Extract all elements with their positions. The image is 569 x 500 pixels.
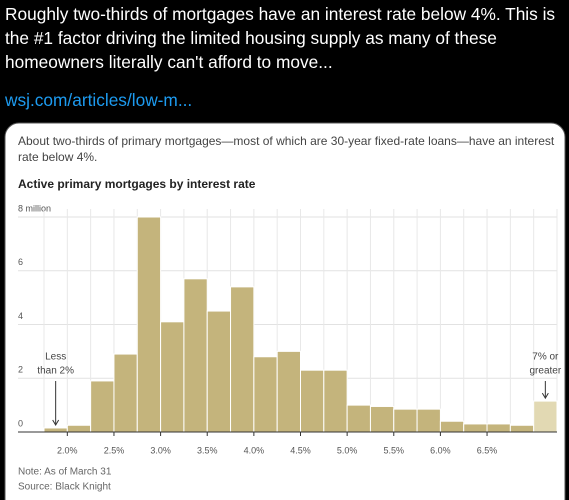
- annotation: 7% or: [532, 352, 559, 363]
- bar: [113, 353, 138, 433]
- bar: [66, 424, 92, 433]
- annotation: greater: [529, 366, 561, 377]
- y-tick-label: 0: [18, 418, 23, 428]
- bar: [323, 369, 348, 433]
- bar: [300, 369, 325, 433]
- source: Source: Black Knight: [18, 482, 111, 493]
- annotation-arrowhead: [541, 392, 549, 400]
- y-tick-label: 4: [18, 311, 23, 321]
- bar: [160, 321, 185, 433]
- bar: [393, 408, 418, 433]
- bar: [183, 278, 208, 433]
- link[interactable]: wsj.com/articles/low-m...: [5, 90, 193, 110]
- bar: [230, 286, 255, 433]
- tweet-text: Roughly two-thirds of mortgages have an …: [5, 4, 556, 72]
- y-tick-label: 8 million: [18, 203, 51, 213]
- x-tick-label: 2.5%: [104, 445, 125, 455]
- chart-subtitle: About two-thirds of primary mortgages—mo…: [18, 134, 555, 164]
- x-tick-label: 5.5%: [384, 445, 405, 455]
- bar: [439, 420, 465, 433]
- x-tick-label: 4.5%: [290, 445, 311, 455]
- bar: [463, 423, 488, 433]
- x-tick-label: 2.0%: [57, 445, 78, 455]
- bar: [43, 427, 68, 433]
- bar: [486, 423, 511, 433]
- bar: [276, 350, 302, 433]
- subtitle-box: About two-thirds of primary mortgages—mo…: [18, 134, 555, 164]
- bar: [136, 216, 162, 433]
- bar: [509, 424, 535, 433]
- bar: [90, 380, 115, 433]
- x-tick-label: 6.0%: [430, 445, 451, 455]
- bar: [206, 310, 232, 433]
- annotation-arrowhead: [52, 419, 60, 426]
- annotation: Less: [45, 352, 66, 363]
- y-tick-label: 6: [18, 257, 23, 267]
- x-tick-label: 3.0%: [150, 445, 171, 455]
- x-tick-label: 4.0%: [244, 445, 265, 455]
- bar: [369, 405, 395, 433]
- annotation: than 2%: [37, 366, 74, 377]
- y-tick-label: 2: [18, 365, 23, 375]
- x-tick-label: 6.5%: [477, 445, 498, 455]
- chart-title: Active primary mortgages by interest rat…: [18, 177, 256, 191]
- bar: [346, 404, 371, 433]
- x-tick-label: 5.0%: [337, 445, 358, 455]
- note: Note: As of March 31: [18, 467, 112, 478]
- bar: [533, 400, 558, 433]
- bar: [416, 408, 441, 433]
- bar: [253, 356, 278, 433]
- x-tick-label: 3.5%: [197, 445, 218, 455]
